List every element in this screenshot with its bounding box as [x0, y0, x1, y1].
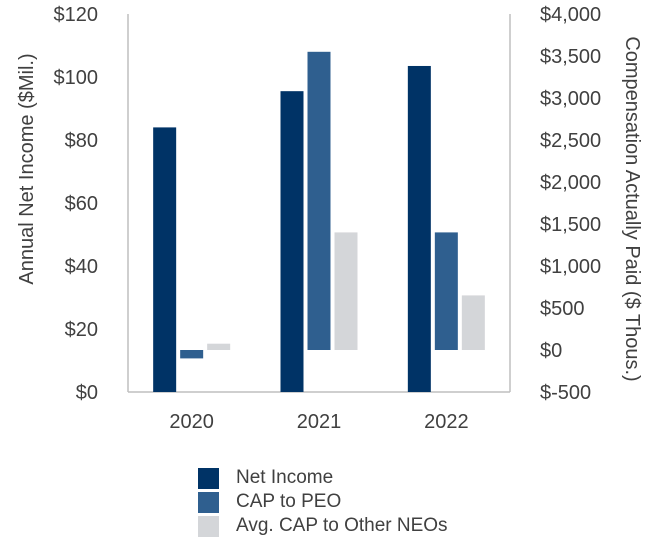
- y-right-tick-label: $-500: [540, 382, 591, 404]
- legend-label-net-income: Net Income: [236, 467, 334, 488]
- y-left-tick-label: $100: [54, 67, 99, 89]
- y-right-tick-label: $2,500: [540, 130, 601, 152]
- y-right-tick-label: $3,500: [540, 46, 601, 68]
- bar-net-income-2020: [153, 127, 177, 393]
- y-left-tick-label: $40: [65, 256, 98, 278]
- bar-avg-cap-to-other-neos-2022: [461, 295, 485, 350]
- legend-item-avg-cap-other-neos: Avg. CAP to Other NEOs: [198, 514, 448, 538]
- y-right-tick-label: $4,000: [540, 4, 601, 26]
- y-right-tick-label: $1,500: [540, 214, 601, 236]
- y-left-tick-label: $60: [65, 193, 98, 215]
- bar-net-income-2021: [280, 91, 304, 393]
- x-tick-label-2020: 2020: [169, 411, 214, 433]
- y-right-tick-label: $2,000: [540, 172, 601, 194]
- y-axis-right-title: Compensation Actually Paid ($ Thous.): [621, 36, 643, 381]
- bar-cap-to-peo-2020: [180, 350, 204, 359]
- legend-item-net-income: Net Income: [198, 466, 448, 490]
- legend-label-avg-cap-other-neos: Avg. CAP to Other NEOs: [236, 515, 448, 536]
- legend-label-cap-to-peo: CAP to PEO: [236, 491, 342, 512]
- legend-swatch-net-income: [198, 467, 219, 489]
- y-left-tick-label: $20: [65, 319, 98, 341]
- legend-item-cap-to-peo: CAP to PEO: [198, 490, 448, 514]
- bar-avg-cap-to-other-neos-2020: [207, 343, 231, 350]
- legend: Net Income CAP to PEO Avg. CAP to Other …: [198, 466, 448, 538]
- x-tick-label-2021: 2021: [297, 411, 342, 433]
- x-tick-label-2022: 2022: [424, 411, 469, 433]
- y-left-tick-label: $120: [54, 4, 99, 26]
- bar-cap-to-peo-2021: [307, 51, 331, 351]
- y-right-tick-label: $500: [540, 298, 585, 320]
- y-right-tick-label: $3,000: [540, 88, 601, 110]
- y-right-tick-label: $0: [540, 340, 562, 362]
- bar-avg-cap-to-other-neos-2021: [334, 232, 358, 350]
- y-axis-left-title: Annual Net Income ($Mil.): [16, 53, 38, 284]
- chart: $0 $20 $40 $60 $80 $100 $120 $-500 $0 $500 $1,000 $…: [16, 4, 643, 433]
- y-right-tick-label: $1,000: [540, 256, 601, 278]
- bar-net-income-2022: [407, 65, 431, 392]
- bar-cap-to-peo-2022: [434, 232, 458, 350]
- legend-swatch-avg-cap-other-neos: [198, 515, 219, 537]
- y-left-tick-label: $0: [76, 382, 98, 404]
- legend-swatch-cap-to-peo: [198, 491, 219, 513]
- y-left-tick-label: $80: [65, 130, 98, 152]
